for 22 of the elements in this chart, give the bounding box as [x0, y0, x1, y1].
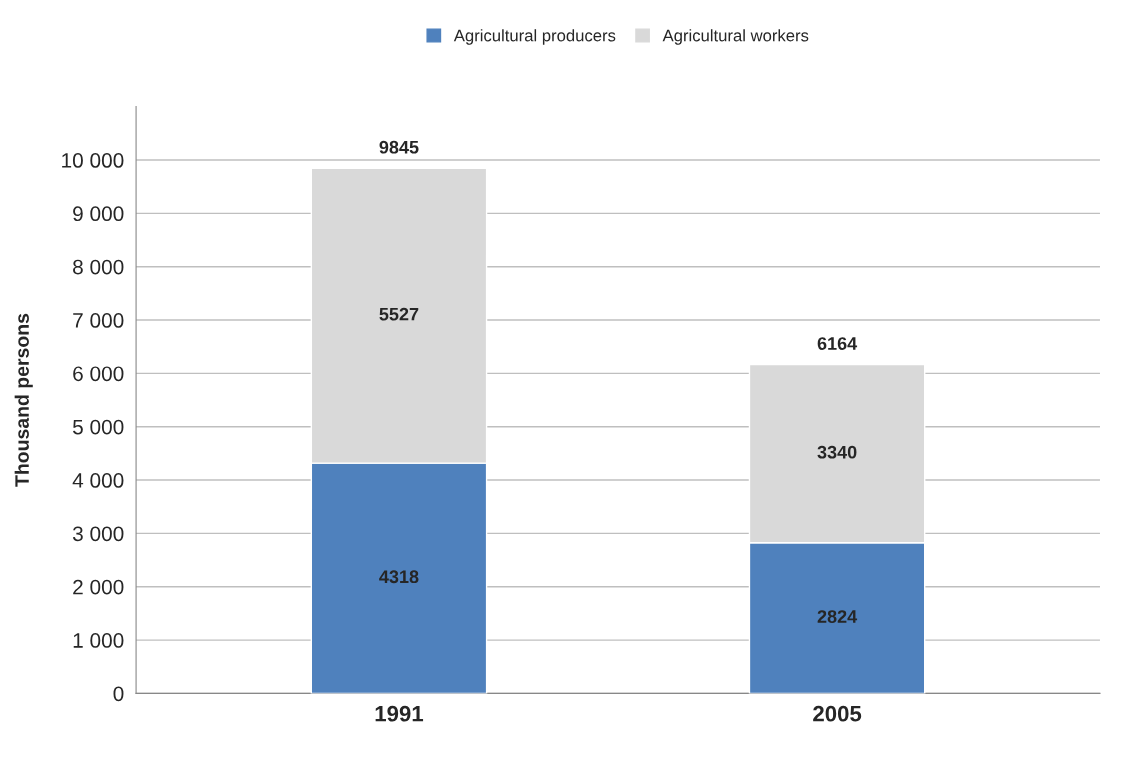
y-axis-title: Thousand persons [14, 313, 33, 487]
total-label: 9845 [379, 140, 419, 154]
data-label: 4318 [379, 570, 419, 584]
data-label: 2824 [817, 610, 858, 623]
total-label: 6164 [817, 337, 858, 350]
x-tick-label: 1991 [375, 705, 424, 722]
y-tick-label: 4 000 [72, 473, 124, 488]
y-tick-label: 1 000 [73, 633, 124, 648]
y-tick-label: 0 [113, 686, 124, 702]
y-tick-label: 6 000 [73, 366, 124, 382]
legend-label: Agricultural workers [662, 29, 809, 45]
y-tick-label: 10 000 [62, 153, 124, 168]
x-tick-label: 2005 [813, 705, 862, 722]
y-tick-label: 3 000 [72, 526, 124, 542]
y-tick-label: 5 000 [72, 419, 124, 435]
data-label: 3340 [817, 445, 857, 459]
y-tick-label: 7 000 [73, 313, 124, 328]
legend-label: Agricultural producers [453, 29, 616, 45]
y-tick-label: 8 000 [73, 259, 124, 275]
y-tick-label: 9 000 [73, 206, 124, 222]
data-label: 5527 [379, 307, 419, 321]
y-tick-label: 2 000 [73, 579, 124, 595]
